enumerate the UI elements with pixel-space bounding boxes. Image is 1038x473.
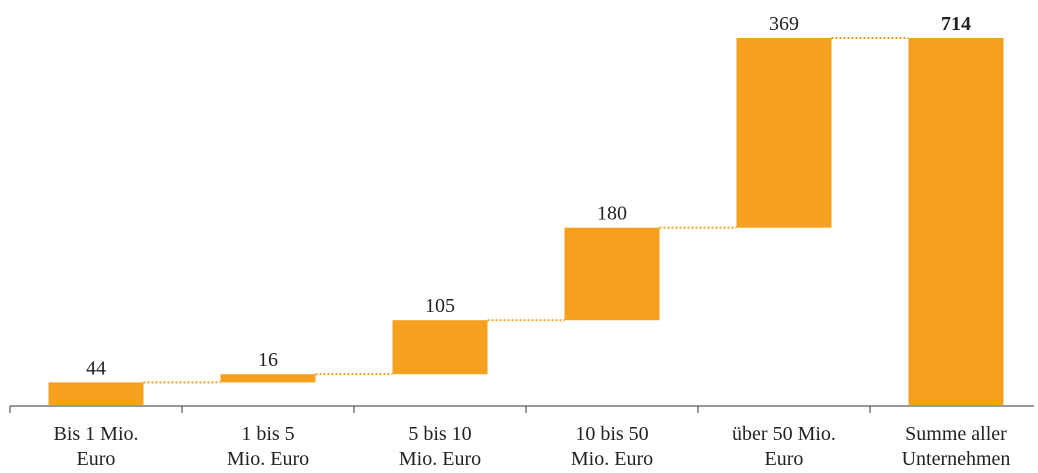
category-label-5-line-1: über 50 Mio. (732, 423, 836, 445)
bar-1 (48, 382, 144, 405)
category-label-2-line-1: 1 bis 5 (241, 423, 294, 445)
value-label-5: 369 (769, 13, 799, 35)
value-label-3: 105 (425, 295, 455, 317)
bar-5 (736, 38, 832, 228)
bars-group (48, 38, 1004, 405)
value-labels-group: 44 16 105 180 369 714 (86, 13, 971, 379)
category-label-5-line-2: Euro (765, 448, 804, 470)
value-label-2: 16 (258, 349, 278, 371)
value-label-4: 180 (597, 203, 627, 225)
category-label-6-line-2: Unternehmen (902, 448, 1011, 470)
category-label-4-line-1: 10 bis 50 (575, 423, 648, 445)
category-label-6-line-1: Summe aller (905, 423, 1007, 445)
x-axis-ticks (9, 406, 871, 413)
bar-2 (220, 374, 316, 383)
category-label-4-line-2: Mio. Euro (571, 448, 653, 470)
value-label-1: 44 (86, 357, 106, 379)
total-value-label: 714 (941, 13, 971, 35)
category-label-3-line-2: Mio. Euro (399, 448, 481, 470)
category-label-2-line-2: Mio. Euro (227, 448, 309, 470)
category-labels-group: Bis 1 Mio. Euro 1 bis 5 Mio. Euro 5 bis 10 Mi… (53, 423, 1010, 470)
bar-4 (564, 227, 660, 321)
category-label-1-line-1: Bis 1 Mio. (53, 423, 138, 445)
connectors-group (143, 37, 909, 384)
category-label-3-line-1: 5 bis 10 (408, 423, 471, 445)
total-bar (908, 38, 1004, 405)
bar-3 (392, 320, 488, 375)
category-label-1-line-2: Euro (77, 448, 116, 470)
